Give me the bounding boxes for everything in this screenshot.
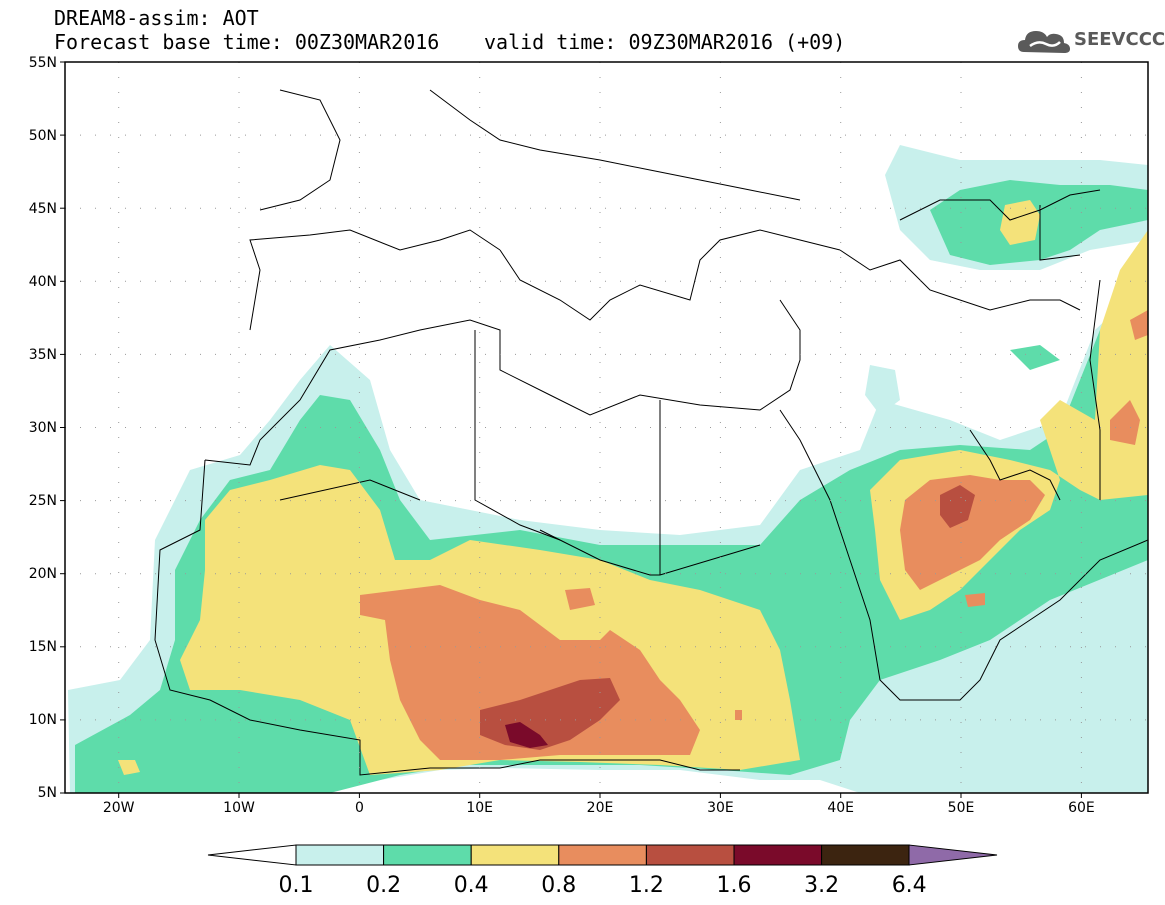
colorbar-label: 0.1 — [279, 873, 314, 898]
colorbar-cell — [821, 844, 910, 866]
colorbar-label: 0.2 — [366, 873, 401, 898]
colorbar-label: 0.4 — [454, 873, 489, 898]
colorbar-cell — [733, 844, 823, 866]
lon-label: 20W — [103, 800, 135, 816]
lat-label: 55N — [29, 55, 57, 71]
valid-time: valid time: 09Z30MAR2016 (+09) — [484, 30, 846, 54]
lon-label: 10W — [223, 800, 255, 816]
cloud-icon — [1018, 31, 1070, 53]
lat-label: 50N — [29, 128, 57, 144]
lon-label: 20E — [587, 800, 614, 816]
aot-field — [68, 145, 1148, 793]
colorbar-label: 6.4 — [892, 873, 927, 898]
lon-axis: 20W 10W 0 10E 20E 30E 40E 50E 60E — [103, 793, 1095, 816]
coastlines — [154, 89, 1148, 776]
colorbar-cell — [558, 844, 647, 866]
lat-label: 40N — [29, 274, 57, 290]
lat-label: 15N — [29, 639, 57, 655]
colorbar-label: 1.6 — [717, 873, 752, 898]
colorbar: 0.1 0.2 0.4 0.8 1.2 1.6 3.2 6.4 — [207, 844, 998, 898]
lat-label: 45N — [29, 201, 57, 217]
colorbar-cell — [383, 844, 472, 866]
lat-label: 35N — [29, 347, 57, 363]
lon-label: 30E — [707, 800, 734, 816]
lon-label: 0 — [355, 800, 364, 816]
forecast-base-time: Forecast base time: 00Z30MAR2016 — [54, 30, 440, 54]
lon-label: 50E — [948, 800, 975, 816]
colorbar-label: 1.2 — [629, 873, 664, 898]
aot-band-1.6 — [505, 722, 548, 748]
map-title: DREAM8-assim: AOT — [54, 6, 259, 30]
colorbar-over-triangle — [908, 844, 998, 866]
colorbar-cell — [295, 844, 385, 866]
colorbar-cell — [470, 844, 560, 866]
colorbar-under-triangle — [207, 844, 297, 866]
seevccc-logo: SEEVCCC — [1016, 22, 1165, 58]
lat-label: 30N — [29, 420, 57, 436]
logo-text: SEEVCCC — [1074, 29, 1165, 50]
lat-label: 10N — [29, 712, 57, 728]
grid — [65, 62, 1148, 793]
lat-axis: 55N 50N 45N 40N 35N 30N 25N 20N 15N 10N … — [29, 55, 65, 801]
lon-label: 40E — [827, 800, 854, 816]
lon-label: 60E — [1068, 800, 1095, 816]
colorbar-cell — [645, 844, 735, 866]
colorbar-label: 0.8 — [541, 873, 576, 898]
lat-label: 25N — [29, 493, 57, 509]
colorbar-label: 3.2 — [804, 873, 839, 898]
aot-band-0.8 — [360, 310, 1148, 760]
lat-label: 20N — [29, 566, 57, 582]
lat-label: 5N — [38, 785, 57, 801]
lon-label: 10E — [466, 800, 493, 816]
